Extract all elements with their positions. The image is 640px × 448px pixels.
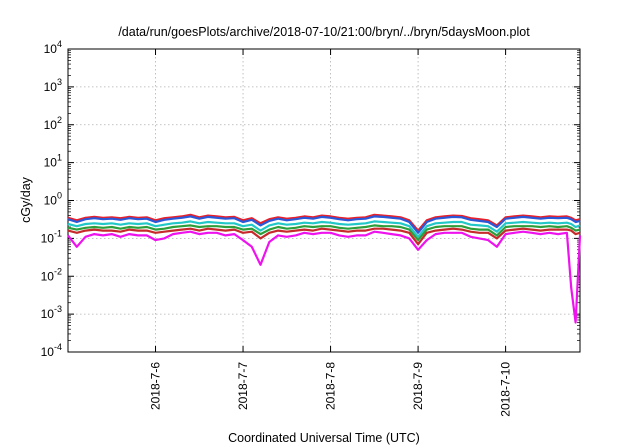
y-axis-label: cGy/day — [19, 176, 33, 223]
series-line-3 — [67, 220, 581, 238]
y-tick-exponent: -2 — [54, 266, 62, 276]
y-tick-label: 10-3 — [41, 304, 62, 321]
y-tick-exponent: 2 — [57, 115, 62, 125]
x-tick-label: 2018-7-8 — [324, 362, 338, 410]
y-tick-exponent: 1 — [57, 153, 62, 163]
y-tick-label: 10-2 — [41, 266, 62, 283]
y-tick-exponent: 0 — [57, 191, 62, 201]
y-tick-label: 10-4 — [41, 342, 62, 359]
x-tick-label: 2018-7-7 — [236, 362, 250, 410]
y-tick-exponent: -4 — [54, 342, 62, 352]
y-tick-label: 102 — [44, 115, 62, 132]
grid — [68, 49, 580, 352]
y-tick-exponent: 4 — [57, 39, 62, 49]
chart-title: /data/run/goesPlots/archive/2018-07-10/2… — [118, 25, 530, 39]
y-tick-label: 10-1 — [41, 228, 62, 245]
y-tick-exponent: -1 — [54, 228, 62, 238]
y-tick-label: 100 — [44, 191, 62, 208]
x-tick-label: 2018-7-9 — [411, 362, 425, 410]
series-line-4 — [67, 224, 581, 242]
series-group — [67, 213, 582, 324]
x-axis-label: Coordinated Universal Time (UTC) — [228, 431, 420, 445]
x-tick-label: 2018-7-10 — [499, 362, 513, 417]
series-line-2 — [67, 215, 581, 234]
y-tick-exponent: -3 — [54, 304, 62, 314]
series-line-6 — [67, 230, 582, 324]
y-tick-label: 103 — [44, 77, 62, 94]
series-line-1 — [67, 213, 581, 232]
y-tick-label: 101 — [44, 153, 62, 170]
y-tick-label: 104 — [44, 39, 62, 56]
x-tick-label: 2018-7-6 — [149, 362, 163, 410]
series-line-5 — [67, 227, 581, 246]
y-tick-exponent: 3 — [57, 77, 62, 87]
x-axis: 2018-7-6 2018-7-7 2018-7-8 2018-7-9 2018-7-1… — [149, 49, 513, 417]
